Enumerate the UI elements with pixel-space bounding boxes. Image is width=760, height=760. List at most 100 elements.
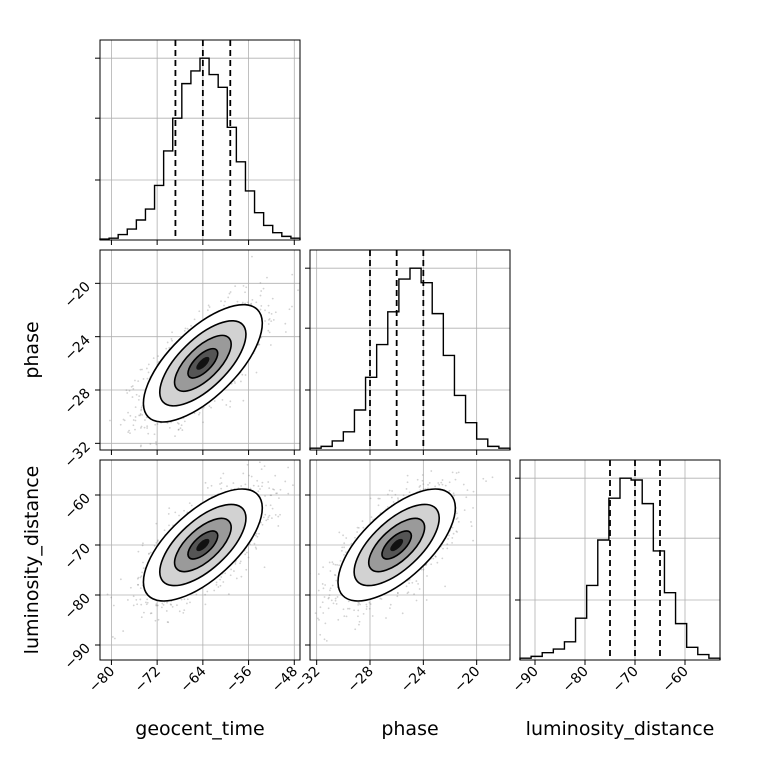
sample-point <box>257 485 260 488</box>
sample-point <box>426 575 428 577</box>
sample-point <box>390 496 393 499</box>
sample-point <box>128 389 131 392</box>
sample-point <box>123 419 126 422</box>
sample-point <box>314 612 317 615</box>
sample-point <box>229 291 232 293</box>
sample-point <box>441 557 444 560</box>
sample-point <box>155 604 157 607</box>
sample-point <box>219 483 221 485</box>
sample-point <box>147 363 150 366</box>
sample-point <box>392 501 395 503</box>
sample-point <box>345 551 347 554</box>
sample-point <box>131 385 134 387</box>
sample-point <box>146 598 149 601</box>
sample-point <box>448 489 451 492</box>
sample-point <box>156 604 159 607</box>
sample-point <box>184 327 187 330</box>
density-contour <box>337 488 457 602</box>
sample-point <box>463 509 466 512</box>
sample-point <box>262 287 265 290</box>
sample-point <box>245 286 248 289</box>
sample-point <box>246 463 249 466</box>
sample-point <box>220 487 223 490</box>
sample-point <box>234 562 237 565</box>
sample-point <box>169 603 172 606</box>
sample-point <box>213 589 216 592</box>
sample-point <box>277 525 280 527</box>
sample-point <box>113 637 116 640</box>
sample-point <box>204 593 207 596</box>
sample-point <box>234 382 236 384</box>
sample-point <box>132 424 135 427</box>
sample-point <box>297 289 299 292</box>
y-tick-label: −20 <box>62 279 94 311</box>
x-tick-label: −80 <box>86 664 118 696</box>
sample-point <box>141 368 143 371</box>
sample-point <box>268 331 271 334</box>
sample-point <box>139 587 142 590</box>
sample-point <box>206 309 209 312</box>
sample-point <box>186 327 189 330</box>
sample-point <box>358 623 360 626</box>
density-contour <box>187 530 219 560</box>
sample-point <box>176 421 179 424</box>
y-tick-label: −80 <box>62 591 94 623</box>
sample-point <box>389 607 391 610</box>
sample-point <box>284 331 287 333</box>
sample-point <box>358 602 361 604</box>
sample-point <box>274 474 277 477</box>
y-tick-label: −24 <box>62 332 94 364</box>
sample-point <box>227 593 230 596</box>
sample-point <box>140 406 143 409</box>
sample-point <box>491 476 494 479</box>
sample-point <box>139 427 142 429</box>
sample-point <box>432 557 435 560</box>
sample-point <box>236 300 239 303</box>
sample-point <box>222 472 225 475</box>
sample-point <box>451 526 454 529</box>
sample-point <box>335 603 338 605</box>
sample-point <box>406 474 409 477</box>
sample-point <box>140 408 143 411</box>
sample-point <box>329 587 332 590</box>
sample-point <box>253 542 256 545</box>
sample-point <box>284 480 287 483</box>
x-tick-label: −56 <box>223 663 255 695</box>
sample-point <box>148 552 151 555</box>
sample-point <box>139 414 142 417</box>
sample-point <box>436 561 439 564</box>
sample-point <box>328 561 331 564</box>
sample-point <box>417 582 419 585</box>
sample-point <box>415 580 418 582</box>
sample-point <box>182 611 185 614</box>
sample-point <box>259 281 262 284</box>
sample-point <box>188 502 191 505</box>
sample-point <box>291 273 294 276</box>
sample-point <box>129 414 132 417</box>
sample-point <box>150 612 153 614</box>
sample-point <box>347 607 349 610</box>
sample-point <box>220 482 223 484</box>
sample-point <box>338 564 341 567</box>
pair-density <box>106 460 294 640</box>
sample-point <box>249 543 251 546</box>
sample-point <box>334 574 337 577</box>
sample-point <box>401 612 404 615</box>
sample-point <box>177 428 180 431</box>
sample-point <box>264 495 266 497</box>
hist-panel-geocent_time <box>95 39 301 245</box>
sample-point <box>242 399 245 402</box>
sample-point <box>324 622 327 625</box>
sample-point <box>251 255 253 258</box>
sample-point <box>411 581 414 584</box>
sample-point <box>244 553 247 556</box>
density-contour <box>158 503 247 587</box>
sample-point <box>226 485 228 488</box>
sample-point <box>244 483 247 486</box>
sample-point <box>142 561 144 564</box>
sample-point <box>170 604 172 606</box>
sample-point <box>82 433 84 435</box>
sample-point <box>119 423 122 426</box>
sample-point <box>472 506 474 509</box>
sample-point <box>365 608 368 610</box>
